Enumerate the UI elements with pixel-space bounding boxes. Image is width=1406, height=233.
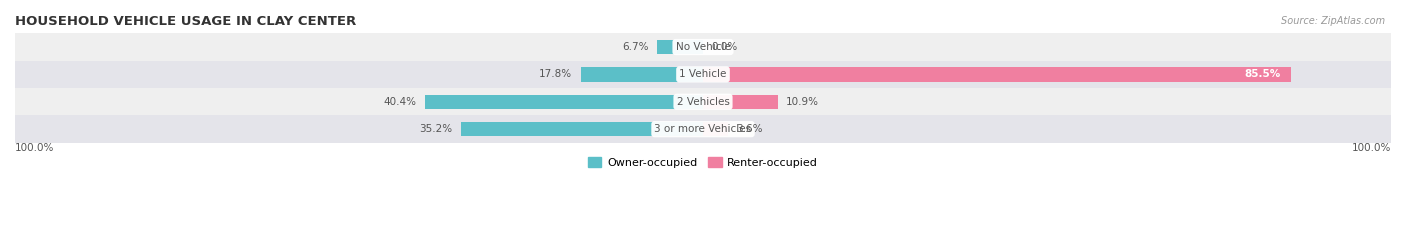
Text: 3 or more Vehicles: 3 or more Vehicles [654,124,752,134]
Bar [15,116,1391,143]
Text: 2 Vehicles: 2 Vehicles [676,97,730,107]
Text: Source: ZipAtlas.com: Source: ZipAtlas.com [1281,16,1385,26]
Bar [425,95,703,109]
Text: 100.0%: 100.0% [15,143,55,153]
Bar [15,61,1391,88]
Bar [15,88,1391,116]
Text: 40.4%: 40.4% [384,97,416,107]
Text: 100.0%: 100.0% [1351,143,1391,153]
Text: 1 Vehicle: 1 Vehicle [679,69,727,79]
Bar [657,40,703,54]
Text: No Vehicle: No Vehicle [675,42,731,52]
Text: 85.5%: 85.5% [1244,69,1281,79]
Legend: Owner-occupied, Renter-occupied: Owner-occupied, Renter-occupied [583,153,823,172]
Text: 3.6%: 3.6% [735,124,762,134]
Bar [581,67,703,82]
Bar [703,122,728,136]
Text: 10.9%: 10.9% [786,97,820,107]
Text: 35.2%: 35.2% [419,124,453,134]
Text: 17.8%: 17.8% [538,69,572,79]
Bar [703,67,1291,82]
Bar [15,33,1391,61]
Bar [461,122,703,136]
Text: 6.7%: 6.7% [621,42,648,52]
Text: 0.0%: 0.0% [711,42,738,52]
Text: HOUSEHOLD VEHICLE USAGE IN CLAY CENTER: HOUSEHOLD VEHICLE USAGE IN CLAY CENTER [15,15,356,28]
Bar [703,95,778,109]
